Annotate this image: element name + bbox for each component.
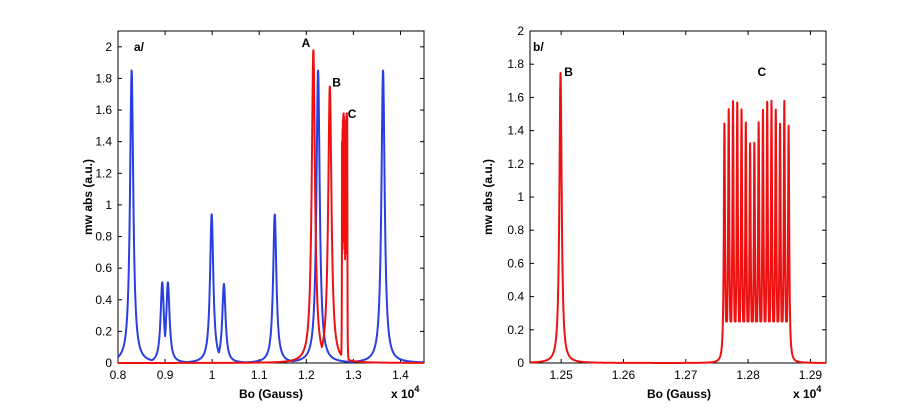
panel-a-ytick-label: 2 xyxy=(105,40,112,54)
panel-a-ytick-label: 1.6 xyxy=(95,103,112,117)
panel-b-xtick-label: 1.27 xyxy=(674,368,698,382)
panel-a-ticks: 0.8 0.9 1 1.1 1.2 1.3 1.4 0 0.2 0.4 0.6 0.8 1 1.2 1.4 1… xyxy=(95,31,424,382)
panel-b-x-multiplier: x 104 xyxy=(793,384,821,401)
panel-b-ytick-label: 1.4 xyxy=(507,124,524,138)
panel-b-ytick-label: 0.6 xyxy=(507,256,524,270)
panel-b-ytick-label: 0 xyxy=(517,356,524,370)
panel-a-xtick-label: 1.4 xyxy=(392,368,409,382)
panel-a-ytick-label: 0 xyxy=(105,356,112,370)
panel-b-xtick-label: 1.28 xyxy=(736,368,760,382)
panel-b-ytick-label: 0.2 xyxy=(507,323,524,337)
panel-a-annotation-B: B xyxy=(332,75,341,89)
panel-b-ticks: 1.25 1.26 1.27 1.28 1.29 0 0.2 0.4 0.6 0.8 1 1.2 1.4… xyxy=(507,24,826,382)
panel-b-annotation-B: B xyxy=(564,65,573,79)
panel-b-x-exponent: 4 xyxy=(816,384,821,394)
panel-a-xtick-label: 1.3 xyxy=(345,368,362,382)
panel-b-ytick-label: 1.8 xyxy=(507,57,524,71)
panel-a-xtick-label: 0.8 xyxy=(110,368,127,382)
panel-a-annotation-C: C xyxy=(348,107,357,121)
panel-b-label: b/ xyxy=(533,40,544,54)
panel-a-series-red xyxy=(117,49,425,364)
panel-a-x-multiplier: x 104 xyxy=(391,384,419,401)
panel-a-ytick-label: 1.4 xyxy=(95,135,112,149)
panel-b-ytick-label: 0.8 xyxy=(507,223,524,237)
panel-a-ytick-label: 0.2 xyxy=(95,324,112,338)
panel-a-xtick-label: 0.9 xyxy=(157,368,174,382)
panel-b-x-multiplier-base: x 10 xyxy=(793,387,817,401)
panel-b-ylabel: mw abs (a.u.) xyxy=(481,159,495,235)
panel-b-series-red xyxy=(529,71,827,364)
panel-a-ytick-label: 0.6 xyxy=(95,261,112,275)
panel-a-annotation-A: A xyxy=(302,36,311,50)
panel-a-xtick-label: 1 xyxy=(209,368,216,382)
panel-b-ytick-label: 0.4 xyxy=(507,290,524,304)
panel-b-ytick-label: 1.2 xyxy=(507,157,524,171)
panel-a: 0.8 0.9 1 1.1 1.2 1.3 1.4 0 0.2 0.4 0.6 0.8 1 1.2 1.4 1… xyxy=(81,30,425,401)
panel-a-xtick-label: 1.2 xyxy=(298,368,315,382)
panel-a-x-exponent: 4 xyxy=(414,384,419,394)
panel-a-annotations: A B C xyxy=(302,36,357,121)
panel-a-series-blue xyxy=(117,69,425,364)
panel-a-ytick-label: 1.8 xyxy=(95,71,112,85)
panel-a-x-multiplier-base: x 10 xyxy=(391,387,415,401)
panel-a-xlabel: Bo (Gauss) xyxy=(239,387,303,401)
panel-a-ytick-label: 1.2 xyxy=(95,166,112,180)
panel-b-xtick-label: 1.26 xyxy=(612,368,636,382)
panel-b-ytick-label: 1 xyxy=(517,190,524,204)
panel-b: 1.25 1.26 1.27 1.28 1.29 0 0.2 0.4 0.6 0.8 1 1.2 1.4… xyxy=(481,24,827,401)
panel-b-series xyxy=(529,71,827,364)
panel-a-series xyxy=(117,49,425,364)
panel-b-ytick-label: 1.6 xyxy=(507,90,524,104)
panel-a-xtick-label: 1.1 xyxy=(251,368,268,382)
panel-b-xtick-label: 1.25 xyxy=(549,368,573,382)
panel-b-ytick-label: 2 xyxy=(517,24,524,38)
panel-b-annotation-C: C xyxy=(757,65,766,79)
panel-b-xtick-label: 1.29 xyxy=(799,368,823,382)
panel-a-ytick-label: 0.4 xyxy=(95,293,112,307)
panel-a-ylabel: mw abs (a.u.) xyxy=(81,159,95,235)
panel-a-ytick-label: 1 xyxy=(105,198,112,212)
panel-a-label: a/ xyxy=(134,40,145,54)
panel-a-ytick-label: 0.8 xyxy=(95,230,112,244)
panel-b-xlabel: Bo (Gauss) xyxy=(647,387,711,401)
